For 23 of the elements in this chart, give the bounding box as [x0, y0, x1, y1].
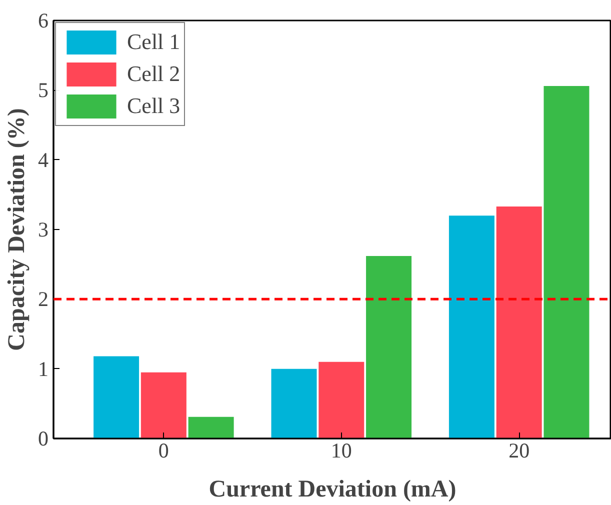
bar	[140, 372, 186, 438]
bar	[366, 256, 412, 438]
x-tick-label: 10	[330, 438, 352, 462]
y-tick-label: 1	[38, 356, 48, 381]
y-tick-label: 3	[38, 218, 48, 242]
bar	[544, 86, 590, 438]
x-tick-label: 0	[158, 438, 169, 462]
legend-label: Cell 3	[127, 93, 180, 119]
y-tick-label: 2	[38, 287, 48, 312]
bar	[496, 206, 542, 438]
legend-label: Cell 1	[127, 29, 180, 55]
bar	[188, 416, 234, 438]
y-tick-label: 5	[38, 78, 48, 102]
legend-label: Cell 2	[127, 61, 180, 87]
y-tick-label: 6	[38, 8, 48, 32]
x-tick-label: 20	[508, 438, 530, 462]
y-tick-label: 4	[38, 148, 49, 172]
bar	[448, 216, 494, 438]
x-axis-title: Current Deviation (mA)	[208, 476, 456, 502]
bar	[94, 356, 140, 438]
bar	[318, 362, 364, 438]
y-axis-title: Capacity Deviation (%)	[4, 108, 30, 351]
bar	[271, 368, 317, 438]
